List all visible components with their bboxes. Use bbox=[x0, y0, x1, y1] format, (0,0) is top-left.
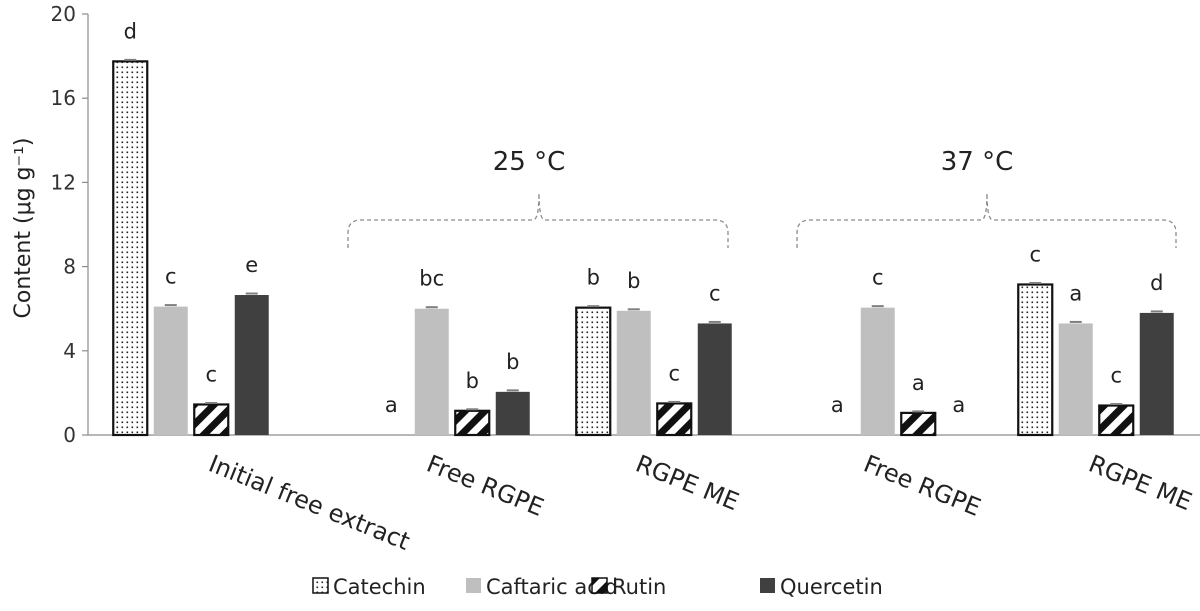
significance-letter: a bbox=[1069, 281, 1082, 305]
significance-letter: a bbox=[385, 393, 398, 417]
category-label: Free RGPE bbox=[860, 450, 985, 522]
group-title: 37 °C bbox=[941, 147, 1014, 177]
significance-letter: b bbox=[627, 269, 640, 293]
significance-letter: b bbox=[587, 266, 600, 290]
category-label: RGPE ME bbox=[1085, 450, 1196, 517]
group-bracket bbox=[347, 192, 729, 248]
y-tick-label: 20 bbox=[51, 2, 76, 26]
category-label: Free RGPE bbox=[423, 450, 548, 522]
y-tick-label: 0 bbox=[63, 423, 76, 447]
group-title: 25 °C bbox=[493, 147, 566, 177]
y-axis-title: Content (μg g⁻¹) bbox=[11, 137, 36, 318]
group-bracket bbox=[796, 192, 1177, 248]
y-tick-label: 12 bbox=[51, 170, 76, 194]
significance-letter: a bbox=[952, 393, 965, 417]
significance-letter: d bbox=[1150, 271, 1163, 295]
significance-letter: d bbox=[124, 19, 137, 43]
bar-catechin bbox=[575, 306, 612, 437]
bar-catechin bbox=[1017, 283, 1054, 437]
category-label: Initial free extract bbox=[205, 450, 414, 556]
y-ticks: 0 4 8 12 16 20 bbox=[51, 2, 88, 447]
bar-caftaric-acid bbox=[153, 306, 188, 435]
significance-letter: b bbox=[466, 369, 479, 393]
legend-swatch bbox=[466, 578, 481, 593]
significance-letter: c bbox=[872, 266, 884, 290]
bar-quercetin bbox=[1139, 312, 1174, 435]
legend-label: Quercetin bbox=[780, 575, 883, 599]
category-label: RGPE ME bbox=[632, 450, 743, 517]
bar-caftaric-acid bbox=[860, 307, 895, 435]
significance-letter: c bbox=[1110, 364, 1122, 388]
bar-caftaric-acid bbox=[1058, 323, 1093, 435]
bar-rutin bbox=[656, 402, 693, 437]
significance-letter: e bbox=[245, 253, 258, 277]
significance-letter: c bbox=[709, 281, 721, 305]
significance-letter: a bbox=[912, 371, 925, 395]
significance-letter: c bbox=[1029, 242, 1041, 266]
y-tick-label: 8 bbox=[63, 255, 76, 279]
bar-quercetin bbox=[495, 391, 530, 435]
category-labels: Initial free extract Free RGPE RGPE ME Free… bbox=[205, 450, 1196, 556]
legend-label: Rutin bbox=[612, 575, 666, 599]
bar-quercetin bbox=[697, 323, 732, 435]
significance-letter: c bbox=[668, 361, 680, 385]
y-tick-label: 16 bbox=[51, 86, 76, 110]
legend-swatch bbox=[760, 578, 775, 593]
bar-catechin bbox=[112, 60, 149, 437]
bar-rutin bbox=[900, 411, 937, 437]
y-tick-label: 4 bbox=[63, 339, 76, 363]
significance-letter: a bbox=[831, 393, 844, 417]
bar-rutin bbox=[1098, 404, 1135, 437]
legend-swatch bbox=[591, 577, 608, 594]
bar-quercetin bbox=[234, 295, 269, 435]
bar-rutin bbox=[454, 409, 491, 437]
significance-letter: c bbox=[165, 265, 177, 289]
bar-caftaric-acid bbox=[616, 310, 651, 435]
significance-letter: c bbox=[205, 362, 217, 386]
bar-caftaric-acid bbox=[414, 308, 449, 435]
legend-label: Catechin bbox=[333, 575, 426, 599]
significance-letter: b bbox=[506, 350, 519, 374]
significance-letter: bc bbox=[419, 267, 444, 291]
legend-swatch bbox=[312, 577, 329, 594]
bar-rutin bbox=[193, 403, 230, 437]
group-brackets: 25 °C 37 °C bbox=[347, 147, 1177, 248]
bars bbox=[112, 58, 1174, 437]
